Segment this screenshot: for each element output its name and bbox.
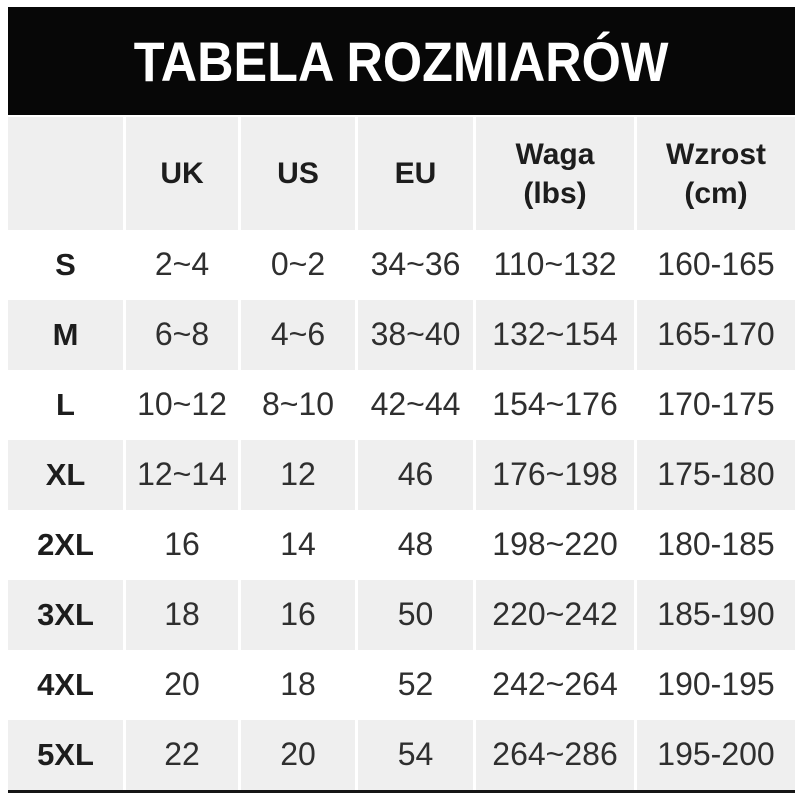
table-cell: 12~14 (126, 440, 238, 510)
table-cell: 20 (126, 650, 238, 720)
chart-title: TABELA ROZMIARÓW (134, 29, 669, 93)
table-cell: 0~2 (241, 230, 355, 300)
table-cell: 132~154 (476, 300, 634, 370)
table-cell: 18 (126, 580, 238, 650)
table-cell: 154~176 (476, 370, 634, 440)
table-cell: 185-190 (637, 580, 795, 650)
size-label-cell: S (8, 230, 123, 300)
table-cell: 54 (358, 720, 473, 790)
table-cell: 264~286 (476, 720, 634, 790)
table-cell: 180-185 (637, 510, 795, 580)
size-label-cell: 2XL (8, 510, 123, 580)
table-cell: 12 (241, 440, 355, 510)
size-label-cell: 3XL (8, 580, 123, 650)
size-table: UK US EU Waga (lbs) Wzrost (cm) S 2~4 0~2 3… (8, 117, 795, 790)
size-label-cell: 5XL (8, 720, 123, 790)
table-cell: 165-170 (637, 300, 795, 370)
size-label-cell: M (8, 300, 123, 370)
size-label-cell: XL (8, 440, 123, 510)
table-cell: 6~8 (126, 300, 238, 370)
table-cell: 170-175 (637, 370, 795, 440)
table-cell: 34~36 (358, 230, 473, 300)
table-cell: 42~44 (358, 370, 473, 440)
table-cell: 16 (126, 510, 238, 580)
table-cell: 190-195 (637, 650, 795, 720)
table-cell: 38~40 (358, 300, 473, 370)
table-cell: 220~242 (476, 580, 634, 650)
size-chart: TABELA ROZMIARÓW UK US EU Waga (lbs) Wzr… (8, 7, 795, 793)
table-cell: 52 (358, 650, 473, 720)
size-label-cell: 4XL (8, 650, 123, 720)
table-cell: 198~220 (476, 510, 634, 580)
table-cell: 16 (241, 580, 355, 650)
table-cell: 20 (241, 720, 355, 790)
table-cell: 50 (358, 580, 473, 650)
table-cell: 18 (241, 650, 355, 720)
table-cell: 110~132 (476, 230, 634, 300)
bottom-divider (8, 790, 795, 793)
header-cell-eu: EU (358, 117, 473, 230)
table-cell: 195-200 (637, 720, 795, 790)
header-cell-us: US (241, 117, 355, 230)
title-banner: TABELA ROZMIARÓW (8, 7, 795, 115)
table-cell: 8~10 (241, 370, 355, 440)
table-cell: 14 (241, 510, 355, 580)
table-cell: 242~264 (476, 650, 634, 720)
header-cell-uk: UK (126, 117, 238, 230)
table-cell: 46 (358, 440, 473, 510)
table-cell: 2~4 (126, 230, 238, 300)
table-cell: 22 (126, 720, 238, 790)
table-cell: 175-180 (637, 440, 795, 510)
table-cell: 10~12 (126, 370, 238, 440)
header-cell-wzrost: Wzrost (cm) (637, 117, 795, 230)
size-label-cell: L (8, 370, 123, 440)
table-cell: 160-165 (637, 230, 795, 300)
header-cell-size (8, 117, 123, 230)
header-cell-waga: Waga (lbs) (476, 117, 634, 230)
table-cell: 176~198 (476, 440, 634, 510)
table-cell: 48 (358, 510, 473, 580)
table-cell: 4~6 (241, 300, 355, 370)
